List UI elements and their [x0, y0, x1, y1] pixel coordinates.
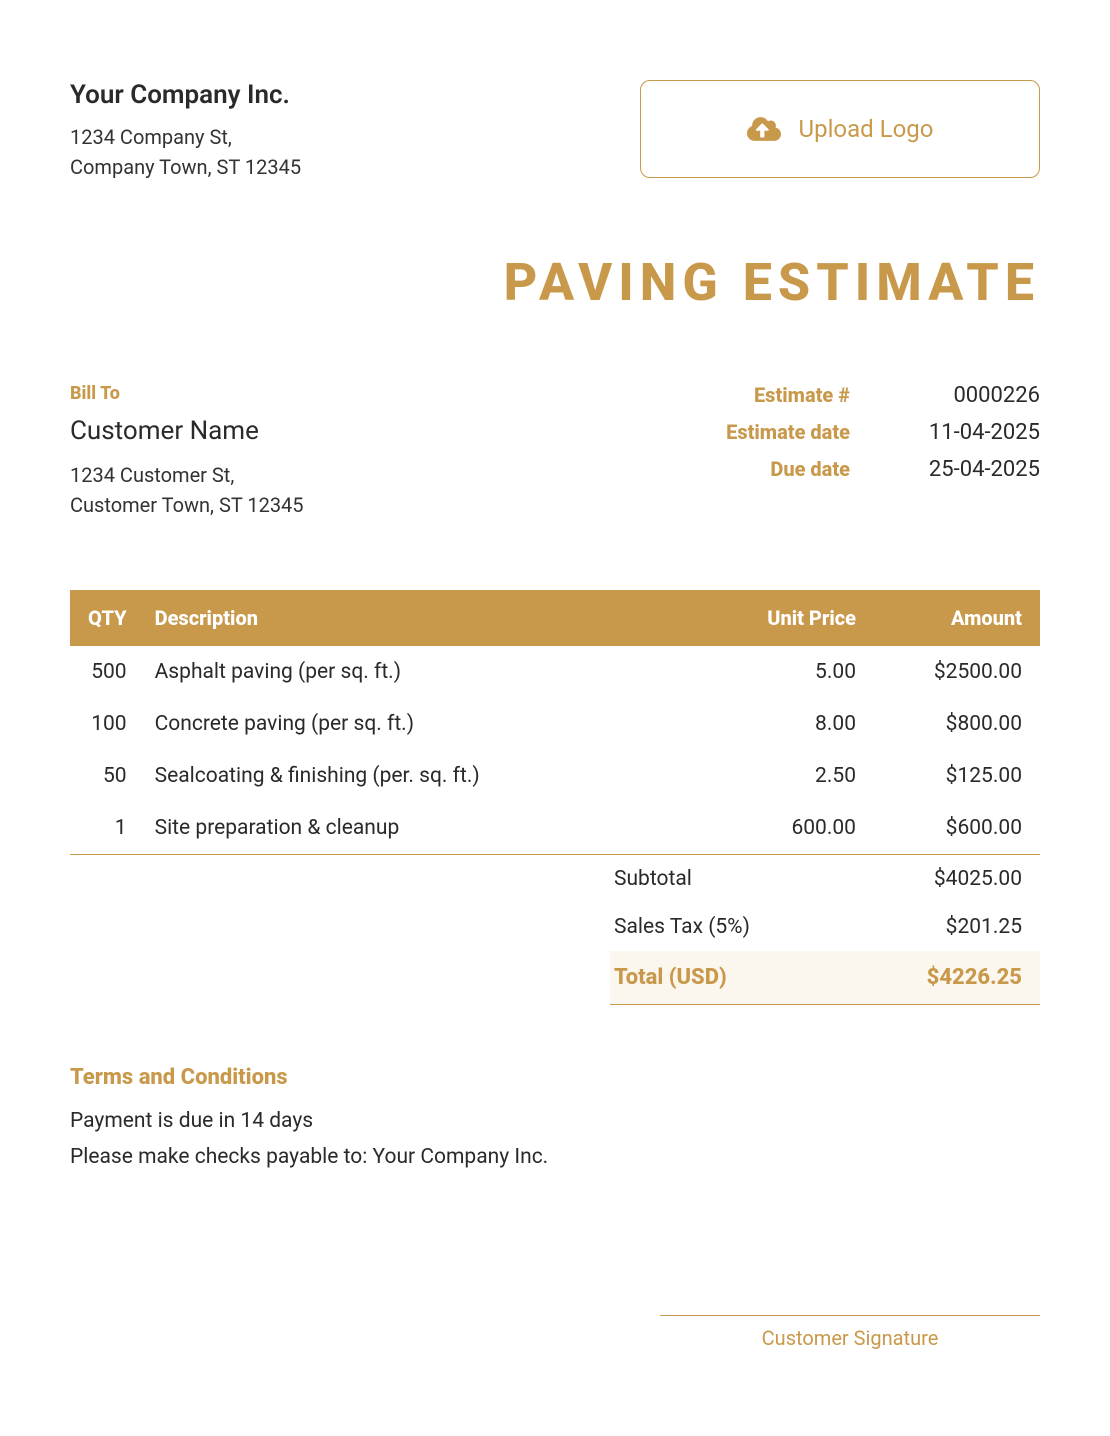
due-date-value: 25-04-2025	[900, 457, 1040, 482]
estimate-meta: Estimate # 0000226 Estimate date 11-04-2…	[690, 383, 1040, 494]
terms-block: Terms and Conditions Payment is due in 1…	[70, 1065, 1040, 1175]
subtotal-value: $4025.00	[934, 867, 1022, 891]
cell-amount: $125.00	[870, 750, 1040, 802]
signature-block: Customer Signature	[70, 1315, 1040, 1350]
col-description: Description	[141, 590, 700, 646]
upload-logo-label: Upload Logo	[799, 115, 934, 143]
estimate-number-value: 0000226	[900, 383, 1040, 408]
signature-line	[660, 1315, 1040, 1316]
company-address-line2: Company Town, ST 12345	[70, 152, 301, 182]
cell-qty: 1	[70, 802, 141, 855]
cell-unit-price: 5.00	[700, 646, 870, 698]
cloud-upload-icon	[747, 115, 781, 143]
totals-block: Subtotal $4025.00 Sales Tax (5%) $201.25…	[70, 855, 1040, 1005]
cell-amount: $2500.00	[870, 646, 1040, 698]
customer-address-line1: 1234 Customer St,	[70, 460, 304, 490]
estimate-date-value: 11-04-2025	[900, 420, 1040, 445]
subtotal-row: Subtotal $4025.00	[610, 855, 1040, 903]
table-row: 1 Site preparation & cleanup 600.00 $600…	[70, 802, 1040, 855]
due-date-label: Due date	[690, 457, 850, 481]
cell-unit-price: 2.50	[700, 750, 870, 802]
col-unit-price: Unit Price	[700, 590, 870, 646]
cell-amount: $600.00	[870, 802, 1040, 855]
table-row: 500 Asphalt paving (per sq. ft.) 5.00 $2…	[70, 646, 1040, 698]
table-row: 50 Sealcoating & finishing (per. sq. ft.…	[70, 750, 1040, 802]
table-header: QTY Description Unit Price Amount	[70, 590, 1040, 646]
terms-line1: Payment is due in 14 days	[70, 1104, 1040, 1140]
col-amount: Amount	[870, 590, 1040, 646]
company-block: Your Company Inc. 1234 Company St, Compa…	[70, 80, 301, 182]
tax-label: Sales Tax (5%)	[614, 915, 750, 939]
meta-due-date: Due date 25-04-2025	[690, 457, 1040, 482]
table-row: 100 Concrete paving (per sq. ft.) 8.00 $…	[70, 698, 1040, 750]
estimate-date-label: Estimate date	[690, 420, 850, 444]
table-body: 500 Asphalt paving (per sq. ft.) 5.00 $2…	[70, 646, 1040, 855]
bill-to-block: Bill To Customer Name 1234 Customer St, …	[70, 383, 304, 520]
meta-estimate-number: Estimate # 0000226	[690, 383, 1040, 408]
cell-qty: 50	[70, 750, 141, 802]
tax-row: Sales Tax (5%) $201.25	[610, 903, 1040, 951]
grand-total-label: Total (USD)	[614, 965, 727, 990]
company-name: Your Company Inc.	[70, 80, 301, 110]
header: Your Company Inc. 1234 Company St, Compa…	[70, 80, 1040, 182]
subtotal-label: Subtotal	[614, 867, 692, 891]
tax-value: $201.25	[946, 915, 1022, 939]
grand-total-row: Total (USD) $4226.25	[610, 951, 1040, 1005]
terms-line2: Please make checks payable to: Your Comp…	[70, 1140, 1040, 1176]
cell-description: Site preparation & cleanup	[141, 802, 700, 855]
bill-to-label: Bill To	[70, 383, 304, 404]
cell-amount: $800.00	[870, 698, 1040, 750]
terms-body: Payment is due in 14 days Please make ch…	[70, 1104, 1040, 1175]
company-address-line1: 1234 Company St,	[70, 122, 301, 152]
customer-name: Customer Name	[70, 416, 304, 446]
customer-address-line2: Customer Town, ST 12345	[70, 490, 304, 520]
signature-label: Customer Signature	[660, 1326, 1040, 1350]
cell-unit-price: 8.00	[700, 698, 870, 750]
meta-row: Bill To Customer Name 1234 Customer St, …	[70, 383, 1040, 520]
grand-total-value: $4226.25	[927, 965, 1022, 990]
cell-description: Sealcoating & finishing (per. sq. ft.)	[141, 750, 700, 802]
estimate-number-label: Estimate #	[690, 383, 850, 407]
cell-description: Concrete paving (per sq. ft.)	[141, 698, 700, 750]
terms-title: Terms and Conditions	[70, 1065, 1040, 1090]
line-items-table: QTY Description Unit Price Amount 500 As…	[70, 590, 1040, 855]
col-qty: QTY	[70, 590, 141, 646]
cell-qty: 500	[70, 646, 141, 698]
upload-logo-button[interactable]: Upload Logo	[640, 80, 1040, 178]
meta-estimate-date: Estimate date 11-04-2025	[690, 420, 1040, 445]
cell-qty: 100	[70, 698, 141, 750]
cell-unit-price: 600.00	[700, 802, 870, 855]
company-address: 1234 Company St, Company Town, ST 12345	[70, 122, 301, 182]
cell-description: Asphalt paving (per sq. ft.)	[141, 646, 700, 698]
document-title: PAVING ESTIMATE	[70, 252, 1040, 313]
customer-address: 1234 Customer St, Customer Town, ST 1234…	[70, 460, 304, 520]
